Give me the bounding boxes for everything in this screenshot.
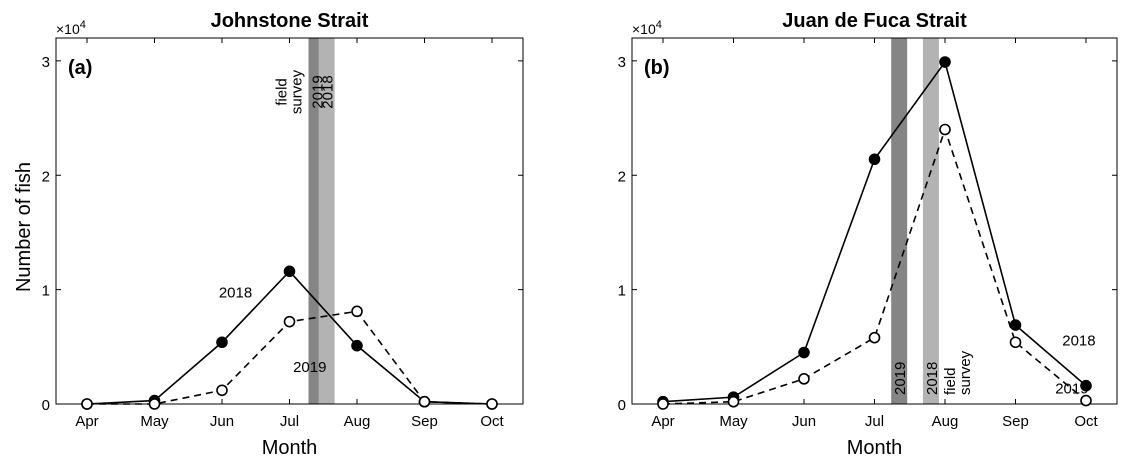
y-axis-label: Number of fish <box>13 162 35 292</box>
series-line-2018 <box>86 270 493 405</box>
y-exponent-power: 4 <box>80 19 86 31</box>
series-line-2018 <box>662 60 1087 403</box>
y-tick-label: 3 <box>618 54 626 71</box>
data-point-2019 <box>868 331 881 344</box>
survey-label-survey: survey <box>289 69 306 114</box>
survey-band-2018 <box>318 38 335 404</box>
survey-year-label: 2019 <box>892 362 909 395</box>
data-point-2018 <box>1009 319 1022 331</box>
x-axis-label: Month <box>262 437 318 459</box>
y-tick-label: 2 <box>42 168 50 185</box>
x-tick-label: Aug <box>344 413 371 430</box>
data-point-2019 <box>216 384 228 397</box>
series-label-2019: 2019 <box>1055 381 1088 398</box>
x-tick-label: Oct <box>1074 413 1098 430</box>
x-tick-label: Sep <box>1002 413 1029 430</box>
data-point-2018 <box>1080 379 1092 392</box>
x-tick-label: Aug <box>932 413 959 430</box>
y-tick-label: 0 <box>618 397 626 414</box>
chart-panel-a: Johnstone Strait (a) ×104 0 1 2 3 Apr May Jun Jul A… <box>42 10 524 459</box>
series-line-2019 <box>662 126 1087 405</box>
y-tick-label: 3 <box>42 54 50 71</box>
data-point-2018 <box>868 153 881 166</box>
data-point-2018 <box>216 336 228 349</box>
survey-band-2019 <box>891 38 908 404</box>
data-point-2019 <box>657 398 669 410</box>
x-tick-label: Apr <box>75 413 98 430</box>
y-tick-label: 1 <box>618 283 626 300</box>
x-tick-label: May <box>140 413 169 430</box>
y-exponent-power: 4 <box>656 19 662 31</box>
panel-label: (a) <box>68 57 92 79</box>
survey-label-survey: survey <box>957 350 974 395</box>
panel-label: (b) <box>644 57 670 79</box>
data-point-2018 <box>939 56 951 68</box>
y-tick-label: 0 <box>42 397 50 414</box>
survey-label-field: field <box>942 367 959 395</box>
y-exponent-label: ×104 <box>56 19 86 37</box>
survey-label-field: field <box>274 78 291 106</box>
data-point-2019 <box>798 373 810 385</box>
data-point-2018 <box>283 265 296 278</box>
survey-year-label: 2018 <box>320 75 337 108</box>
data-point-2019 <box>486 398 498 410</box>
chart-panel-b: Juan de Fuca Strait (b) ×104 0 1 2 3 Apr May Jun J… <box>618 10 1118 459</box>
data-point-2019 <box>727 395 740 408</box>
chart-title: Juan de Fuca Strait <box>782 10 967 32</box>
data-point-2019 <box>81 398 93 410</box>
survey-year-label: 2019 <box>310 75 327 108</box>
x-axis-label: Month <box>847 437 903 459</box>
series-label-2019: 2019 <box>293 359 326 376</box>
y-tick-label: 1 <box>42 283 50 300</box>
y-tick-label: 2 <box>618 168 626 185</box>
chart-title: Johnstone Strait <box>211 10 369 32</box>
x-tick-label: Oct <box>480 413 504 430</box>
x-tick-label: Sep <box>411 413 438 430</box>
data-point-2019 <box>1009 336 1022 349</box>
data-point-2018 <box>351 339 363 352</box>
data-point-2019 <box>148 398 161 410</box>
survey-band-2018 <box>922 38 939 404</box>
x-tick-label: Jul <box>865 413 884 430</box>
data-point-2018 <box>798 346 810 359</box>
x-tick-label: Jun <box>792 413 816 430</box>
x-tick-label: Apr <box>651 413 674 430</box>
series-label-2018: 2018 <box>219 285 252 302</box>
x-tick-label: Jul <box>280 413 299 430</box>
x-tick-label: May <box>719 413 748 430</box>
series-label-2018: 2018 <box>1062 333 1095 350</box>
survey-year-label: 2018 <box>924 362 941 395</box>
data-point-2019 <box>1080 394 1092 407</box>
data-point-2019 <box>351 305 363 318</box>
x-tick-label: Jun <box>210 413 234 430</box>
data-point-2019 <box>283 315 296 328</box>
data-point-2019 <box>939 123 951 136</box>
y-exponent-label: ×104 <box>632 19 662 37</box>
data-point-2019 <box>418 395 431 408</box>
